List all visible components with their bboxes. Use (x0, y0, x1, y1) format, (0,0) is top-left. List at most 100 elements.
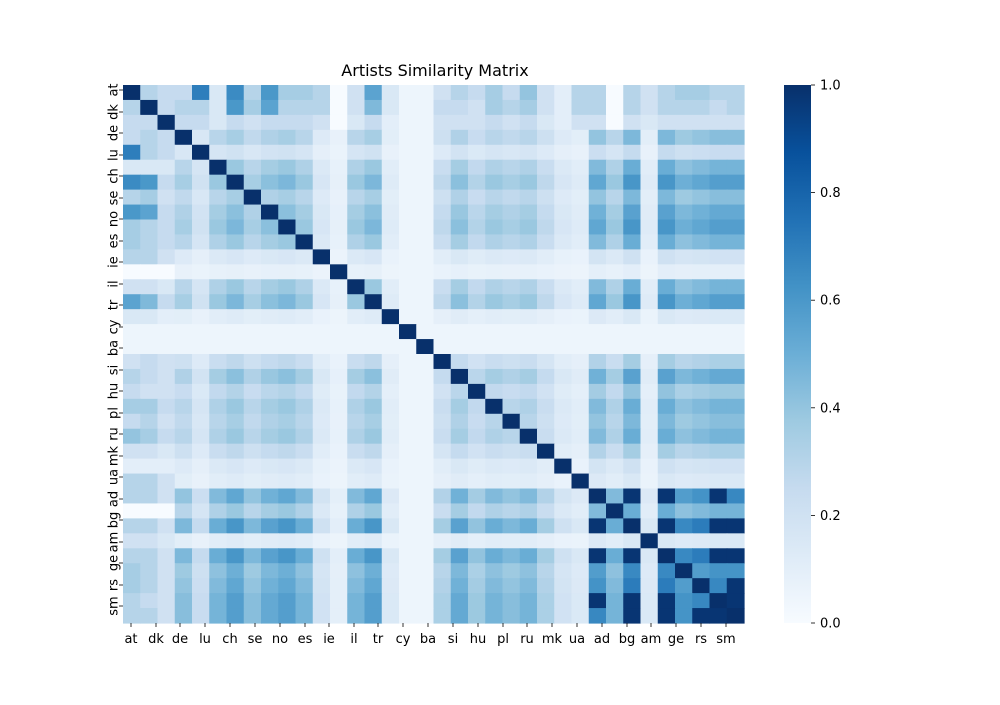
heatmap-cell (640, 309, 659, 325)
heatmap-cell (692, 383, 711, 400)
heatmap-cell (709, 204, 728, 221)
heatmap-cell (209, 458, 228, 475)
heatmap-cell (692, 443, 711, 460)
heatmap-cell (140, 563, 159, 579)
heatmap-cell (243, 608, 262, 624)
heatmap-cell (554, 563, 573, 579)
x-tick-label: sm (716, 632, 735, 647)
heatmap-cell (364, 563, 383, 579)
heatmap-cell (692, 204, 711, 221)
heatmap-cell (192, 354, 210, 370)
heatmap-cell (364, 413, 383, 430)
heatmap-cell (692, 488, 711, 505)
heatmap-cell (640, 279, 659, 295)
heatmap-cell (433, 563, 452, 579)
heatmap-cell (416, 443, 435, 460)
heatmap-cell (261, 264, 279, 280)
heatmap-cell (399, 85, 417, 101)
heatmap-cell (433, 264, 452, 280)
heatmap-cell (123, 234, 141, 250)
heatmap-cell (502, 548, 521, 564)
heatmap-cell (243, 354, 262, 370)
heatmap-cell (312, 294, 331, 310)
heatmap-cell (692, 533, 711, 549)
heatmap-cell (450, 234, 469, 250)
heatmap-cell (295, 383, 314, 400)
heatmap-cell (692, 309, 711, 325)
heatmap-cell (330, 354, 348, 370)
heatmap-cell (675, 518, 693, 534)
heatmap-cell (709, 114, 728, 131)
heatmap-cell (485, 204, 504, 221)
heatmap-cell (623, 114, 642, 131)
heatmap-cell (537, 443, 555, 460)
heatmap-cell (606, 428, 624, 445)
heatmap-cell (399, 294, 417, 310)
y-tick-label: es (107, 233, 122, 248)
heatmap-cell (261, 548, 279, 564)
heatmap-cell (416, 578, 435, 594)
heatmap-cell (209, 85, 228, 101)
heatmap-cell (468, 174, 486, 191)
heatmap-cell (709, 309, 728, 325)
heatmap-cell (261, 279, 279, 295)
heatmap-cell (157, 85, 176, 101)
heatmap-cell (606, 219, 624, 236)
heatmap-cell (485, 264, 504, 280)
heatmap-cell (450, 413, 469, 430)
heatmap-cell (243, 85, 262, 101)
heatmap-cell (468, 309, 486, 325)
heatmap-cell (537, 85, 555, 101)
heatmap-cell (726, 174, 745, 191)
heatmap-cell (278, 249, 297, 265)
heatmap-cell (295, 548, 314, 564)
heatmap-cell (278, 264, 297, 280)
heatmap-cell (502, 294, 521, 310)
heatmap-cell (606, 129, 624, 146)
heatmap-cell (588, 593, 607, 609)
heatmap-cell (278, 458, 297, 475)
heatmap-cell (330, 548, 348, 564)
heatmap-cell (295, 533, 314, 549)
heatmap-cell (381, 264, 400, 280)
heatmap-cell (123, 428, 141, 445)
heatmap-cell (399, 174, 417, 191)
heatmap-cell (381, 339, 400, 355)
heatmap-cell (312, 144, 331, 161)
heatmap-cell (278, 548, 297, 564)
heatmap-cell (312, 159, 331, 176)
heatmap-cell (174, 159, 193, 176)
heatmap-cell (433, 608, 452, 624)
heatmap-cell (416, 473, 435, 490)
heatmap-cell (606, 443, 624, 460)
heatmap-cell (381, 324, 400, 340)
heatmap-cell (692, 548, 711, 564)
heatmap-cell (709, 174, 728, 191)
heatmap-cell (226, 593, 245, 609)
heatmap-cell (347, 189, 366, 206)
heatmap-cell (312, 234, 331, 250)
heatmap-cell (657, 264, 676, 280)
heatmap-cell (226, 204, 245, 221)
heatmap-cell (502, 563, 521, 579)
heatmap-cell (606, 324, 624, 340)
heatmap-cell (364, 279, 383, 295)
heatmap-cell (433, 354, 452, 370)
heatmap-cell (519, 294, 538, 310)
heatmap-cell (537, 114, 555, 131)
heatmap-cell (657, 339, 676, 355)
heatmap-cell (433, 548, 452, 564)
heatmap-cell (364, 548, 383, 564)
heatmap-cell (209, 174, 228, 191)
heatmap-cell (726, 144, 745, 161)
heatmap-cell (502, 279, 521, 295)
heatmap-cell (330, 458, 348, 475)
heatmap-cell (192, 99, 210, 116)
heatmap-cell (468, 533, 486, 549)
heatmap-cell (554, 488, 573, 505)
heatmap-cell (157, 234, 176, 250)
heatmap-cell (726, 398, 745, 415)
heatmap-cell (519, 85, 538, 101)
heatmap-cell (485, 294, 504, 310)
heatmap-cell (606, 264, 624, 280)
